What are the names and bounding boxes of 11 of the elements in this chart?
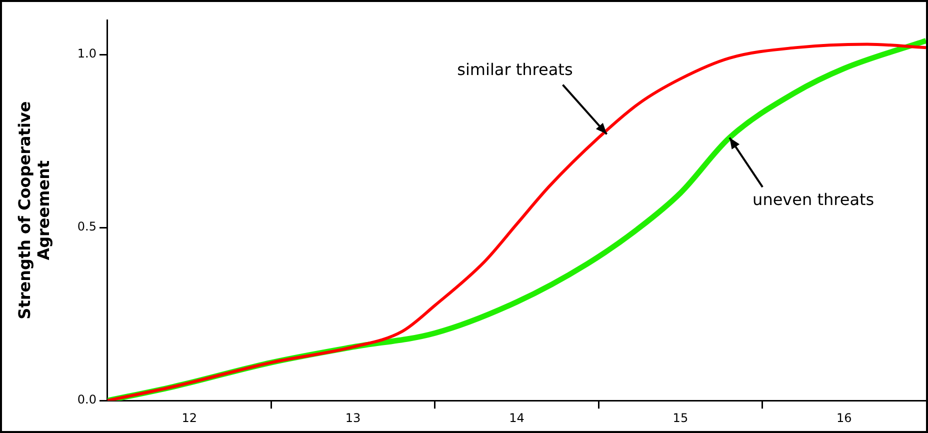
x-tick-label: 13 bbox=[345, 410, 361, 425]
annotation: uneven threats bbox=[752, 190, 874, 210]
annotation: similar threats bbox=[457, 60, 573, 79]
x-tick-label: 16 bbox=[836, 410, 852, 425]
x-tick-label: 14 bbox=[509, 410, 524, 425]
y-tick-label: 0.5 bbox=[77, 220, 96, 234]
y-tick-label: 1.0 bbox=[77, 46, 96, 61]
x-tick-label: 15 bbox=[672, 410, 688, 425]
y-axis-title: Strength of Cooperative Agreement bbox=[14, 101, 53, 320]
x-tick-label: 12 bbox=[182, 410, 197, 425]
y-tick-label: 0.0 bbox=[77, 392, 96, 407]
